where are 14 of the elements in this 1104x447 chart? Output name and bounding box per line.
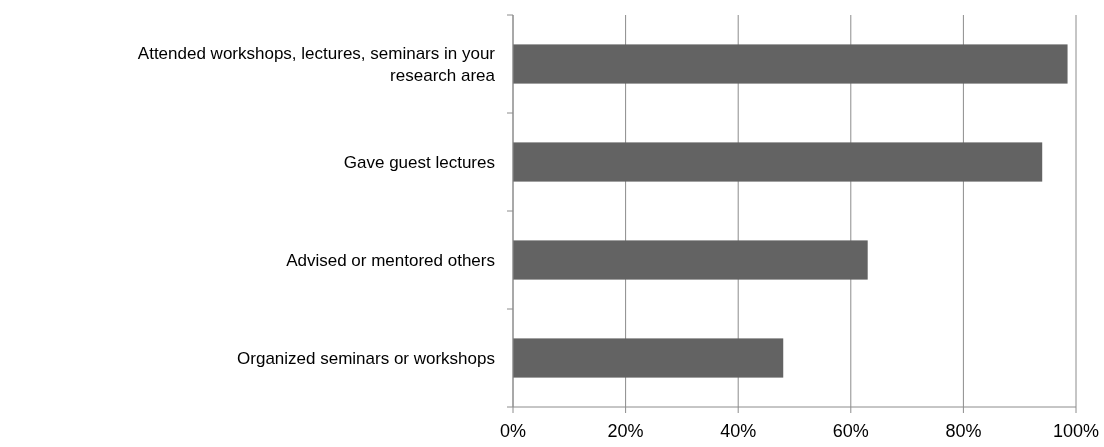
bar	[513, 338, 784, 378]
x-tick-label: 80%	[945, 421, 982, 441]
x-tick-label: 40%	[720, 421, 757, 441]
x-tick-label: 20%	[607, 421, 644, 441]
y-tick-label: Organized seminars or workshops	[237, 349, 495, 368]
bar	[513, 240, 868, 280]
x-tick-label: 100%	[1052, 421, 1100, 441]
bar	[513, 44, 1068, 84]
y-tick-label: Attended workshops, lectures, seminars in your research area	[137, 44, 496, 85]
x-tick-label: 0%	[499, 421, 527, 441]
y-tick-label: Gave guest lectures	[343, 153, 495, 172]
y-tick-label: Advised or mentored others	[286, 251, 495, 270]
bar	[513, 142, 1043, 182]
x-tick-label: 60%	[832, 421, 869, 441]
